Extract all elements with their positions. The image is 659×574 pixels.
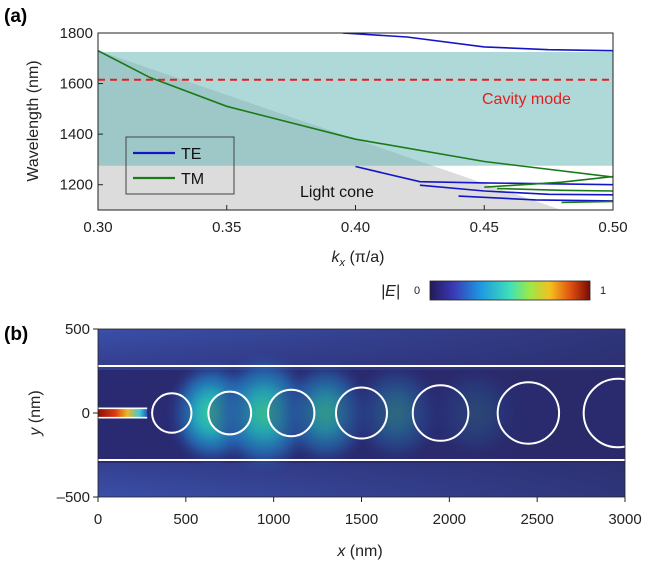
xtick-label: 0.45 [470,219,499,236]
series-tm-line-7 [561,200,613,204]
xtick-label: 0.50 [598,219,627,236]
hole-2 [267,388,316,438]
panel-a-dispersion-curves [98,33,613,204]
hole-5 [496,381,561,445]
structure-outline [98,364,625,462]
colorbar-label-text: |E| [381,283,400,300]
xlabel-subscript: x [339,257,346,269]
xtick-label: 0.30 [83,219,112,236]
panel-a-ylabel: Wavelength (nm) [25,60,42,181]
xtick-label: 0 [94,511,102,528]
colorbar-label: |E| [381,283,400,300]
xtick-label: 2500 [520,511,553,528]
xtick-label: 2000 [433,511,466,528]
xtick-label: 1500 [345,511,378,528]
hole-3 [335,386,388,440]
hole-1 [207,390,253,436]
light-cone-label: Light cone [300,184,374,201]
panel-a-xlabel: kx (π/a) [332,249,385,269]
panel-a: (a) 0.30 0.35 0.40 0.45 0.50 1200 1400 1600 1800… [4,6,628,269]
legend: TE TM [125,136,235,195]
panel-b-xlabel: x (nm) [336,543,382,560]
colorbar-min-label: 0 [414,285,420,297]
xtick-label: 1000 [257,511,290,528]
panel-b-label: (b) [4,324,28,345]
series-te-line-3 [458,195,613,202]
legend-tm-label: TM [181,171,204,188]
xtick-label: 0.40 [341,219,370,236]
ytick-label: 1400 [60,126,93,143]
panel-a-regions [98,50,613,210]
ytick-label: 0 [82,405,90,422]
colorbar: |E| 0 1 [381,280,606,301]
xtick-label: 500 [173,511,198,528]
bandgap-region [98,51,613,166]
ylabel-unit: (nm) [27,390,44,427]
input-waveguide-outline [98,407,148,419]
ytick-label: 500 [65,321,90,338]
cavity-mode-label: Cavity mode [482,91,571,108]
series-tm-line-6 [497,187,613,192]
xlabel-x: x [336,543,346,560]
ytick-label: 1200 [60,177,93,194]
xtick-label: 3000 [608,511,641,528]
field-decay-overlay [98,329,625,497]
hole-0 [151,392,193,434]
panel-a-label: (a) [4,6,27,27]
ytick-label: 1600 [60,76,93,93]
colorbar-max-label: 1 [600,285,606,297]
xlabel-k: k [332,249,341,266]
colorbar-gradient [429,280,591,301]
panel-a-ticks: 0.30 0.35 0.40 0.45 0.50 1200 1400 1600 1800 [60,25,628,236]
series-tm-line-4 [98,49,613,178]
hole-4 [411,384,470,442]
xlabel-b-unit: (nm) [345,543,382,560]
ytick-label: –500 [57,489,90,506]
xlabel-unit: (π/a) [345,249,384,266]
ylabel-y: y [27,427,44,437]
xtick-label: 0.35 [212,219,241,236]
hole-6 [582,377,625,449]
ytick-label: 1800 [60,25,93,42]
series-te-line-0 [342,33,613,52]
panel-b-ylabel: y (nm) [27,390,44,436]
legend-box [125,136,235,195]
legend-te-label: TE [181,146,201,163]
series-tm-line-5 [484,175,613,188]
series-te-line-2 [419,184,613,196]
